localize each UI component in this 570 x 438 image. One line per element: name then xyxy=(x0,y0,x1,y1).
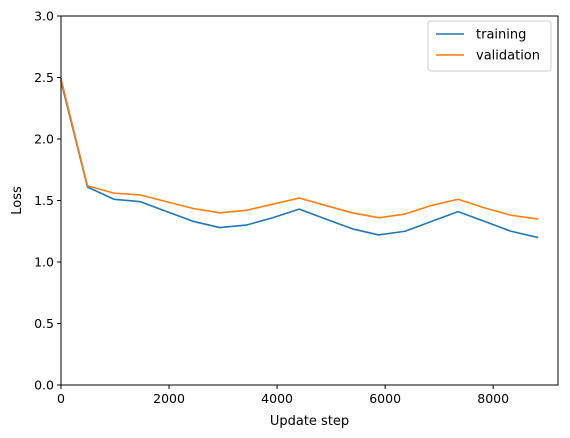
y-tick-label: 2.0 xyxy=(34,132,54,147)
x-tick-label: 2000 xyxy=(153,391,185,406)
legend-label-validation: validation xyxy=(476,49,540,64)
x-tick-label: 6000 xyxy=(369,391,401,406)
series-lines xyxy=(60,77,539,239)
axis-ticks: 0 2000 4000 6000 8000 0.0 0.5 1.0 1.5 2.0 2.5 3.0 xyxy=(34,9,509,407)
y-tick-label: 2.5 xyxy=(34,70,54,85)
legend-label-training: training xyxy=(476,28,526,43)
x-tick-label: 0 xyxy=(57,391,65,406)
y-axis-label: Loss xyxy=(10,186,25,215)
y-tick-label: 0.0 xyxy=(34,378,54,393)
x-axis-label: Update step xyxy=(270,414,349,429)
legend: training validation xyxy=(427,20,552,72)
series-line-training xyxy=(60,80,539,239)
x-tick-label: 8000 xyxy=(477,391,509,406)
y-tick-label: 1.0 xyxy=(34,255,54,270)
series-line-validation xyxy=(60,77,539,220)
plot-area-frame xyxy=(60,15,559,386)
x-tick-label: 4000 xyxy=(261,391,293,406)
y-tick-label: 3.0 xyxy=(34,9,54,24)
y-tick-label: 0.5 xyxy=(34,316,54,331)
y-tick-label: 1.5 xyxy=(34,193,54,208)
